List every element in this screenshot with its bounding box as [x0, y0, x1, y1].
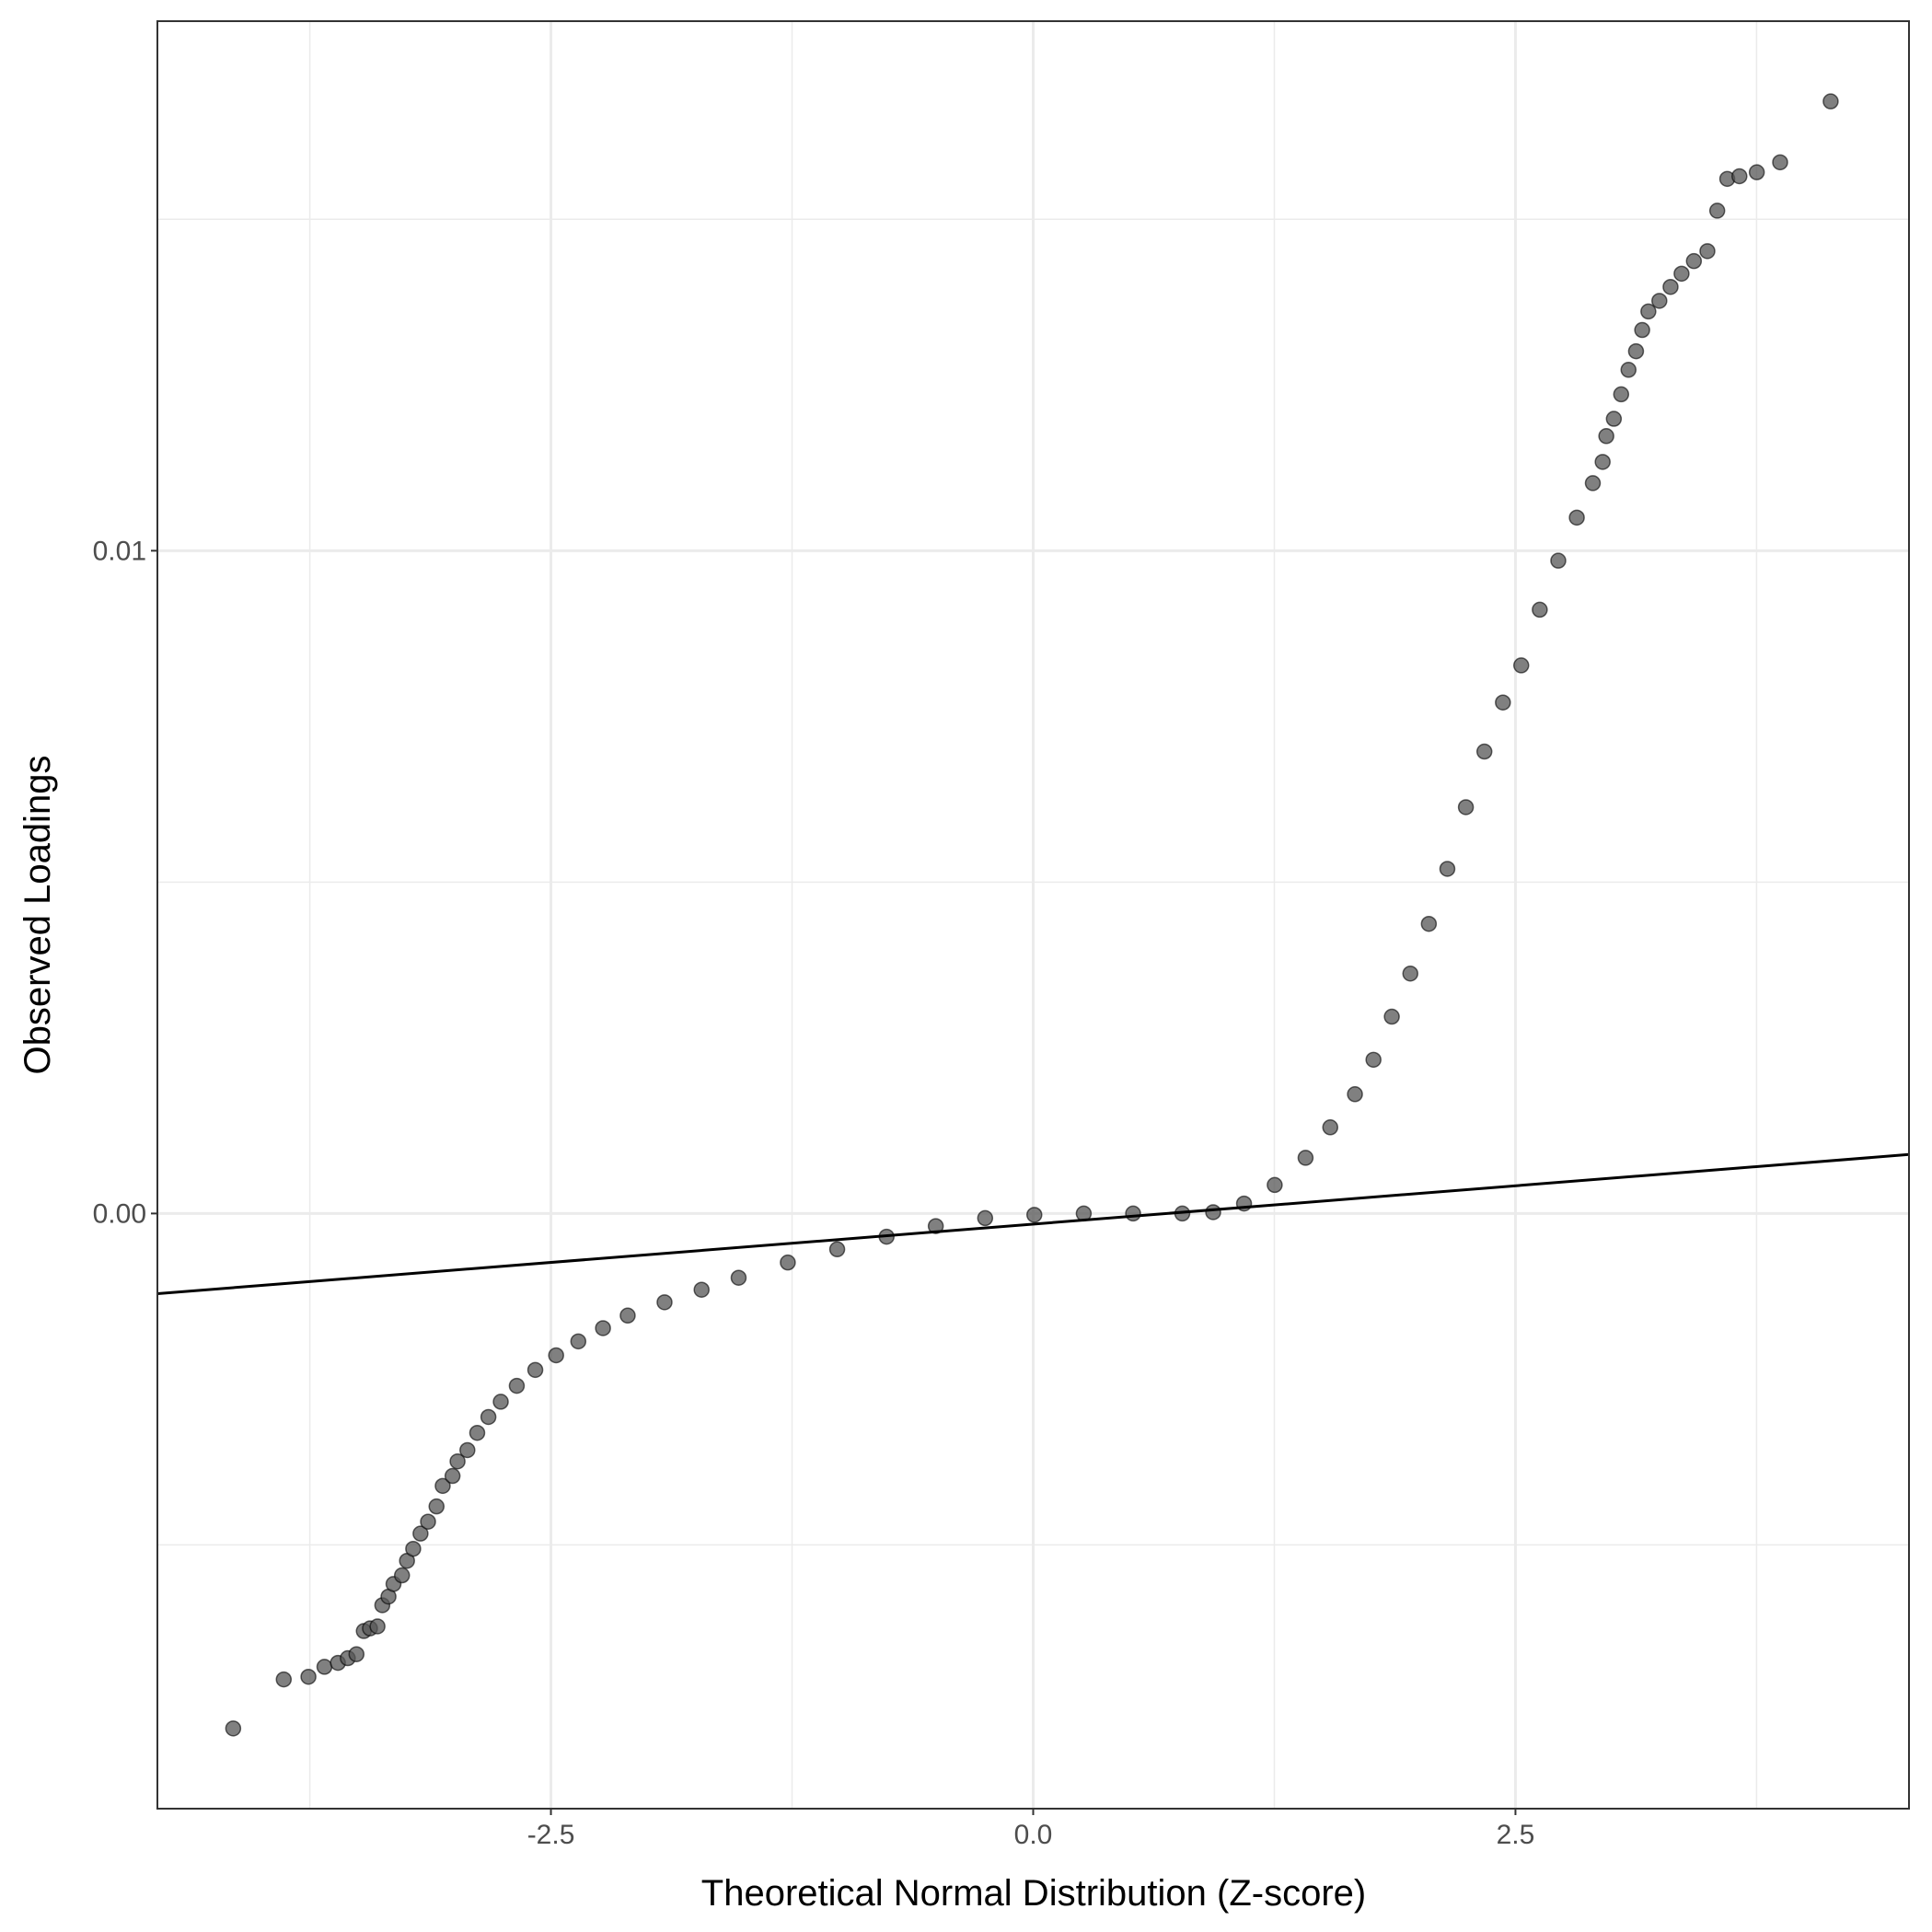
point [927, 1218, 944, 1234]
point [1598, 428, 1614, 445]
point [1457, 799, 1475, 816]
plot-border [156, 20, 1910, 1810]
point [1822, 93, 1839, 110]
point [1125, 1205, 1141, 1222]
point [1322, 1119, 1339, 1136]
point [508, 1377, 526, 1394]
reference-line [157, 1152, 1909, 1296]
y-tick-label: 0.01 [93, 536, 146, 566]
point [780, 1254, 796, 1271]
point [1347, 1086, 1363, 1103]
point [420, 1513, 436, 1530]
point [1748, 164, 1765, 180]
point [449, 1452, 466, 1470]
point [1420, 915, 1438, 932]
point [1439, 861, 1456, 877]
point [693, 1281, 710, 1298]
point [828, 1241, 846, 1258]
point [412, 1525, 429, 1542]
point [1708, 202, 1726, 219]
point [1365, 1051, 1382, 1069]
point [300, 1668, 317, 1685]
y-axis-title: Observed Loadings [17, 756, 58, 1075]
point [1613, 386, 1630, 403]
point [1383, 1008, 1400, 1025]
point [1605, 411, 1623, 427]
point [469, 1424, 486, 1441]
x-tick-label: 0.0 [1014, 1820, 1053, 1850]
point [480, 1408, 497, 1426]
point [1640, 303, 1657, 320]
point [570, 1333, 587, 1350]
point [595, 1320, 611, 1336]
point [619, 1307, 636, 1325]
point [1475, 743, 1493, 760]
point [1594, 454, 1611, 470]
point [1532, 601, 1548, 619]
x-tick-label: -2.5 [527, 1820, 575, 1850]
x-tick-label: 2.5 [1497, 1820, 1535, 1850]
point [656, 1294, 673, 1311]
point [1584, 475, 1602, 492]
point [1699, 243, 1716, 260]
point [1495, 694, 1511, 711]
point [1772, 154, 1788, 171]
point [225, 1720, 242, 1737]
point [1627, 342, 1645, 360]
point [977, 1209, 994, 1227]
point [459, 1441, 476, 1459]
point [492, 1394, 509, 1410]
point [434, 1477, 451, 1495]
y-tick-label: 0.00 [93, 1198, 146, 1229]
point [1651, 293, 1668, 309]
point [1673, 265, 1690, 283]
point [316, 1659, 333, 1675]
point [1402, 965, 1418, 982]
point [1731, 168, 1748, 185]
point [444, 1467, 461, 1485]
point [730, 1269, 747, 1286]
point [1662, 278, 1679, 295]
point [393, 1567, 411, 1584]
point [428, 1498, 445, 1515]
point [1205, 1204, 1221, 1221]
point [1685, 252, 1703, 270]
x-axis-title: Theoretical Normal Distribution (Z-score… [701, 1873, 1366, 1914]
point [275, 1671, 293, 1688]
point [548, 1347, 564, 1364]
point [1026, 1207, 1043, 1223]
point [1550, 552, 1567, 569]
point [1267, 1176, 1283, 1194]
point [348, 1646, 365, 1662]
point [1512, 657, 1530, 674]
point [1297, 1150, 1314, 1166]
point [405, 1540, 422, 1557]
point [1620, 362, 1637, 378]
point [1634, 321, 1650, 339]
point [1568, 509, 1585, 526]
point [369, 1618, 386, 1635]
point [526, 1361, 544, 1379]
